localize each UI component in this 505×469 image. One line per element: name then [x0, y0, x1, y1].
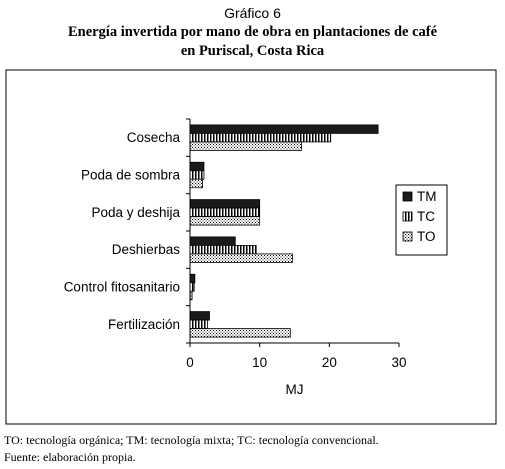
bar-control-fitosanitario-tc [189, 282, 195, 292]
legend-label-tm: TM [417, 189, 437, 204]
x-tick-label-20: 20 [322, 355, 337, 370]
source-note: Fuente: elaboración propia. [4, 450, 136, 464]
category-label-poda-de-sombra: Poda de sombra [81, 168, 181, 183]
bar-fertilizacion-tc [189, 319, 208, 329]
x-tick-label-0: 0 [186, 355, 194, 370]
footnote: TO: tecnología orgánica; TM: tecnología … [4, 433, 379, 447]
bar-deshierbas-tm [189, 236, 236, 246]
bar-deshierbas-to [189, 253, 293, 263]
legend-swatch-tc [402, 211, 413, 222]
axes-group: 0 10 20 30 MJ [186, 118, 407, 397]
x-tick-label-10: 10 [252, 355, 267, 370]
category-label-poda-y-deshija: Poda y deshija [91, 205, 180, 220]
bar-control-fitosanitario-tm [189, 273, 196, 284]
bar-deshierbas-tc [189, 245, 257, 255]
legend-label-tc: TC [417, 209, 435, 224]
bars-group: Cosecha Poda de sombra Poda y deshija Deshi… [64, 124, 379, 338]
x-axis-label: MJ [286, 382, 304, 397]
chart-title-line-2: en Puriscal, Costa Rica [180, 43, 325, 59]
bar-fertilizacion-to [189, 328, 291, 338]
legend-label-to: TO [417, 229, 436, 244]
bar-fertilizacion-tm [189, 311, 210, 321]
bar-cosecha-to [189, 141, 302, 151]
category-label-fertilizacion: Fertilización [108, 317, 180, 332]
chart-title-line-1: Energía invertida por mano de obra en pl… [67, 24, 438, 40]
bar-poda-de-sombra-tc [189, 170, 205, 180]
bar-poda-de-sombra-tm [189, 161, 205, 172]
category-label-cosecha: Cosecha [127, 130, 181, 145]
bar-cosecha-tc [189, 133, 332, 143]
category-label-deshierbas: Deshierbas [112, 242, 181, 257]
legend-swatch-tm [402, 191, 413, 202]
legend: TM TC TO [395, 184, 448, 256]
category-label-control-fitosanitario: Control fitosanitario [64, 280, 180, 295]
figure-label: Gráfico 6 [224, 5, 281, 21]
bar-poda-y-deshija-tc [189, 207, 261, 217]
bar-poda-y-deshija-tm [189, 199, 261, 209]
chart-frame [5, 69, 497, 425]
bar-cosecha-tm [189, 124, 379, 134]
x-tick-label-30: 30 [391, 355, 406, 370]
bar-poda-de-sombra-to [189, 178, 203, 189]
legend-swatch-to [402, 231, 413, 242]
bar-poda-y-deshija-to [189, 216, 261, 226]
